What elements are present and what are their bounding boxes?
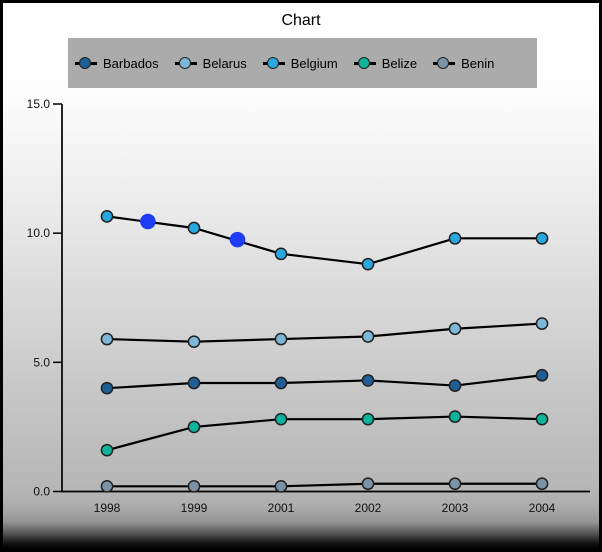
legend-item-benin[interactable]: Benin	[433, 56, 494, 71]
legend-label: Benin	[461, 55, 495, 71]
data-point-belarus-1999[interactable]	[187, 335, 201, 349]
x-tick-label: 2003	[442, 501, 469, 515]
data-point-belarus-2004[interactable]	[535, 317, 549, 330]
axes	[61, 104, 590, 493]
data-point-belarus-1998[interactable]	[100, 332, 114, 346]
data-point-barbados-2001[interactable]	[274, 376, 288, 390]
legend-label: Belgium	[290, 55, 338, 71]
legend-marker-icon	[262, 56, 285, 70]
legend-marker-icon	[353, 56, 376, 70]
y-tick-label: 10.0	[27, 226, 51, 240]
data-point-barbados-1998[interactable]	[100, 381, 114, 395]
legend-item-barbados[interactable]: Barbados	[75, 56, 159, 71]
data-point-benin-2002[interactable]	[361, 477, 375, 491]
selected-point-belgium[interactable]	[140, 213, 156, 230]
series-line-belgium	[106, 215, 542, 266]
data-point-belarus-2001[interactable]	[274, 332, 288, 346]
data-point-belgium-2002[interactable]	[361, 257, 375, 271]
legend-label: Belize	[381, 55, 418, 71]
data-point-belize-2001[interactable]	[274, 412, 288, 426]
legend-label: Barbados	[103, 55, 159, 71]
data-point-belarus-2002[interactable]	[361, 330, 375, 343]
series-line-belarus	[106, 322, 543, 343]
data-point-belize-2004[interactable]	[535, 412, 549, 426]
y-tick-label: 15.0	[27, 97, 51, 111]
legend-marker-icon	[75, 56, 97, 70]
series-line-belize	[106, 415, 543, 452]
x-tick-label: 2002	[355, 501, 382, 515]
selected-point-belgium[interactable]	[229, 231, 246, 248]
data-point-barbados-2003[interactable]	[448, 379, 462, 392]
data-point-barbados-1999[interactable]	[187, 376, 201, 390]
data-point-benin-2003[interactable]	[448, 477, 462, 491]
legend-label: Belarus	[202, 55, 247, 71]
x-tick-label: 1998	[94, 501, 121, 515]
data-point-belarus-2003[interactable]	[448, 322, 462, 336]
series-line-benin	[107, 482, 542, 488]
data-point-belgium-2001[interactable]	[274, 247, 288, 261]
data-point-belgium-2004[interactable]	[535, 231, 549, 245]
x-tick-label: 2004	[529, 501, 556, 515]
legend-item-belarus[interactable]: Belarus	[174, 55, 247, 71]
series-line-barbados	[106, 374, 543, 390]
y-tick-label: 5.0	[33, 355, 50, 369]
data-point-belgium-1998[interactable]	[100, 210, 114, 223]
data-point-benin-1998[interactable]	[100, 479, 114, 493]
data-point-benin-1999[interactable]	[187, 479, 201, 493]
data-point-barbados-2002[interactable]	[361, 374, 375, 387]
data-point-belize-1998[interactable]	[100, 443, 114, 457]
data-point-belize-1999[interactable]	[187, 420, 201, 434]
data-point-belize-2002[interactable]	[361, 412, 375, 426]
legend-marker-icon	[174, 56, 197, 70]
y-tick-label: 0.0	[33, 485, 50, 499]
legend-marker-icon	[433, 56, 456, 70]
data-point-belize-2003[interactable]	[448, 410, 462, 423]
data-point-belgium-2003[interactable]	[448, 231, 462, 245]
data-point-benin-2001[interactable]	[274, 479, 288, 493]
data-point-barbados-2004[interactable]	[535, 368, 549, 382]
x-tick-label: 2001	[268, 501, 295, 515]
x-tick-label: 1999	[181, 501, 208, 515]
legend-item-belgium[interactable]: Belgium	[262, 55, 338, 71]
legend: Barbados Belarus Belgium Belize Benin	[68, 38, 537, 88]
legend-item-belize[interactable]: Belize	[353, 55, 418, 71]
chart-title: Chart	[281, 12, 321, 29]
data-point-benin-2004[interactable]	[535, 477, 549, 491]
data-point-belgium-1999[interactable]	[187, 221, 201, 235]
